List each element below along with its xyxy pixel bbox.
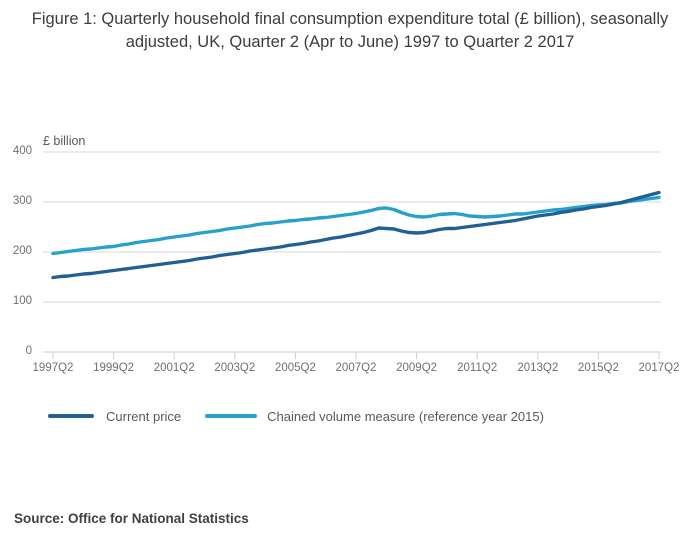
plot-canvas xyxy=(43,151,661,359)
x-tick-label: 2001Q2 xyxy=(153,362,195,374)
legend-label-current-price: Current price xyxy=(106,408,182,424)
chart-legend: Current price Chained volume measure (re… xyxy=(48,407,544,425)
series-line-chained-volume-measure-reference-year-2015 xyxy=(51,195,661,256)
x-tick-label: 2007Q2 xyxy=(335,362,377,374)
x-tick-label: 2009Q2 xyxy=(396,362,438,374)
y-tick-label: 100 xyxy=(12,295,32,307)
y-tick-label: 300 xyxy=(12,195,32,207)
x-tick-label: 1997Q2 xyxy=(32,362,74,374)
x-tick-label: 2017Q2 xyxy=(638,362,680,374)
chart-title: Figure 1: Quarterly household final cons… xyxy=(31,10,669,52)
line-chart: £ billion 1997Q2 1999Q2 2001Q2 2003Q2 2005Q2… xyxy=(0,118,700,388)
y-tick-label: 400 xyxy=(12,145,32,157)
y-tick-label: 200 xyxy=(12,245,32,257)
y-axis-unit-label: £ billion xyxy=(43,134,86,148)
source-text: Source: Office for National Statistics xyxy=(14,511,249,526)
x-tick-label: 2015Q2 xyxy=(577,362,619,374)
series-line-current-price xyxy=(51,190,661,280)
y-tick-label: 0 xyxy=(25,345,32,357)
x-tick-label: 2011Q2 xyxy=(457,362,498,374)
legend-swatch-current-price xyxy=(48,414,94,418)
legend-swatch-chained-volume xyxy=(205,414,258,418)
x-tick-label: 2013Q2 xyxy=(517,362,559,374)
x-tick-label: 2003Q2 xyxy=(214,362,256,374)
x-tick-label: 2005Q2 xyxy=(274,362,316,374)
x-tick-label: 1999Q2 xyxy=(93,362,135,374)
legend-label-chained-volume: Chained volume measure (reference year 2… xyxy=(267,408,544,424)
